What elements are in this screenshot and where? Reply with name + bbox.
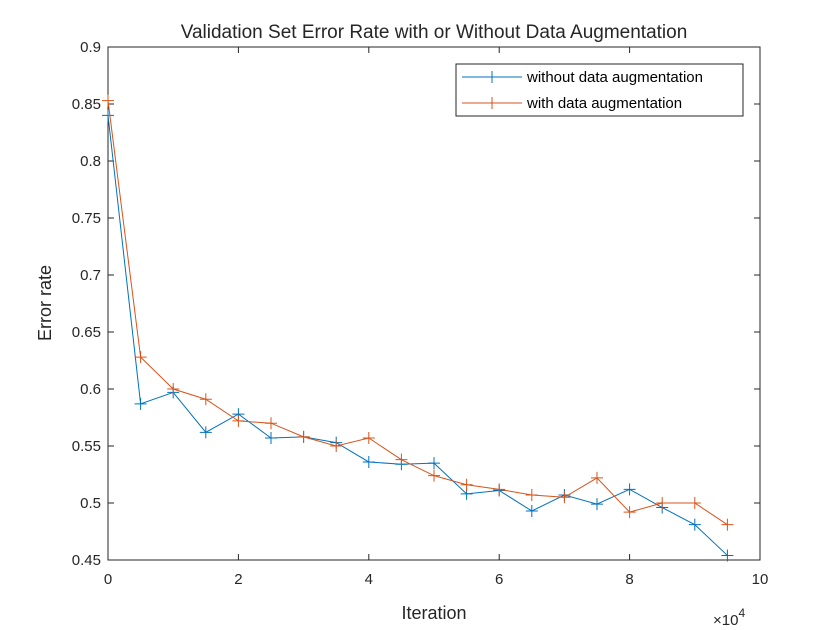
data-point-marker bbox=[362, 455, 375, 468]
plot-area bbox=[107, 46, 761, 561]
data-point-marker bbox=[330, 440, 343, 452]
x-tick-label: 6 bbox=[495, 571, 503, 588]
x-tick-label: 10 bbox=[752, 571, 769, 588]
legend-box bbox=[455, 63, 744, 117]
data-point-marker bbox=[167, 383, 180, 395]
series-with-augmentation bbox=[102, 94, 734, 531]
y-tick-label: 0.85 bbox=[72, 96, 101, 113]
data-point-marker bbox=[395, 453, 408, 466]
data-point-marker bbox=[591, 471, 603, 484]
x-multiplier-base: ×10 bbox=[713, 612, 738, 629]
x-multiplier-exponent: 4 bbox=[738, 606, 745, 620]
data-point-marker bbox=[721, 518, 734, 531]
data-point-marker bbox=[623, 483, 636, 496]
chart-title: Validation Set Error Rate with or Withou… bbox=[181, 22, 688, 43]
legend-label: without data augmentation bbox=[526, 69, 703, 86]
data-point-marker bbox=[688, 497, 701, 509]
data-point-marker bbox=[134, 397, 147, 410]
data-point-marker bbox=[232, 414, 245, 427]
axis-ticks: 0 2 4 6 8 10 0.45 0.5 0.55 0.6 0.65 0.7 0.75 0.8 0.85 0… bbox=[72, 39, 769, 588]
y-tick-label: 0.9 bbox=[80, 39, 101, 56]
y-tick-label: 0.6 bbox=[80, 381, 101, 398]
data-point-marker bbox=[102, 94, 114, 107]
data-point-marker bbox=[591, 498, 603, 511]
series-group bbox=[102, 94, 734, 562]
legend-marker bbox=[486, 71, 498, 83]
y-tick-label: 0.55 bbox=[72, 438, 101, 455]
data-point-marker bbox=[428, 469, 440, 482]
data-point-marker bbox=[525, 504, 538, 517]
y-tick-label: 0.75 bbox=[72, 210, 101, 227]
data-point-marker bbox=[688, 518, 701, 531]
data-point-marker bbox=[493, 483, 506, 496]
data-point-marker bbox=[428, 457, 440, 470]
legend-marker bbox=[486, 97, 498, 109]
legend: without data augmentation with data augme… bbox=[455, 63, 744, 117]
y-tick-label: 0.5 bbox=[80, 495, 101, 512]
data-point-marker bbox=[460, 478, 473, 491]
x-tick-label: 0 bbox=[104, 571, 112, 588]
data-point-marker bbox=[656, 497, 669, 509]
series-line bbox=[107, 115, 728, 556]
data-point-marker bbox=[721, 549, 734, 562]
data-point-marker bbox=[134, 351, 147, 364]
data-point-marker bbox=[199, 426, 212, 439]
data-point-marker bbox=[623, 506, 636, 519]
y-axis-label: Error rate bbox=[35, 265, 55, 341]
data-point-marker bbox=[362, 432, 375, 445]
data-point-marker bbox=[199, 393, 212, 406]
x-tick-label: 2 bbox=[234, 571, 242, 588]
series-line bbox=[107, 100, 728, 526]
y-tick-label: 0.45 bbox=[72, 552, 101, 569]
data-point-marker bbox=[265, 432, 277, 445]
y-tick-label: 0.65 bbox=[72, 324, 101, 341]
x-tick-label: 4 bbox=[365, 571, 373, 588]
data-point-marker bbox=[297, 430, 310, 443]
y-tick-label: 0.7 bbox=[80, 267, 101, 284]
data-point-marker bbox=[525, 489, 538, 502]
legend-label: with data augmentation bbox=[526, 95, 682, 112]
data-point-marker bbox=[558, 491, 571, 504]
x-tick-label: 8 bbox=[625, 571, 633, 588]
y-tick-label: 0.8 bbox=[80, 153, 101, 170]
x-multiplier-label: ×104 bbox=[713, 606, 745, 629]
data-point-marker bbox=[265, 417, 277, 430]
data-point-marker bbox=[102, 109, 114, 122]
x-axis-label: Iteration bbox=[401, 603, 466, 623]
